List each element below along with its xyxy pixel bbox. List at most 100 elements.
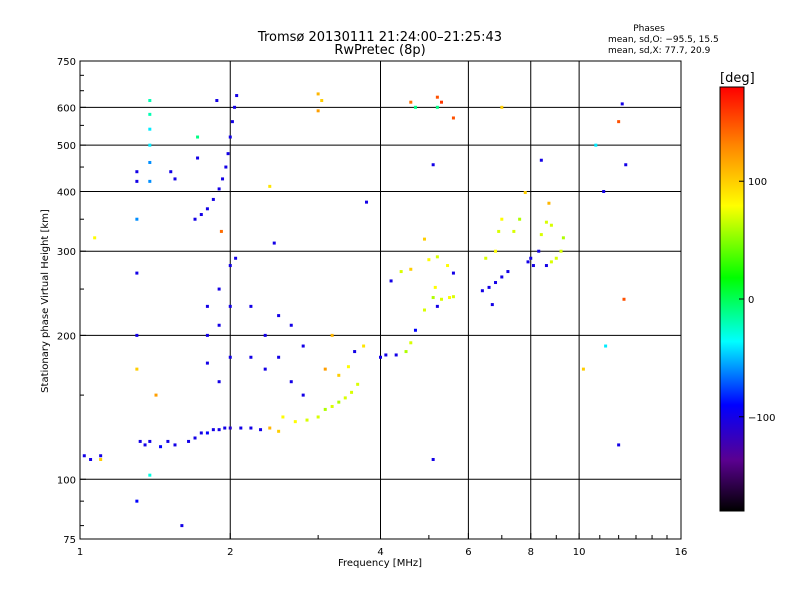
data-point [581,367,585,371]
data-point [330,404,334,408]
data-point [529,256,533,260]
data-point [604,344,608,348]
data-point [263,333,267,337]
data-point [544,264,548,268]
data-point [199,431,203,435]
data-point [187,439,191,443]
data-point [263,367,267,371]
data-point [217,323,221,327]
data-point [205,333,209,337]
data-point [223,426,227,430]
data-point [135,179,139,183]
data-point [82,454,86,458]
data-point [196,156,200,160]
data-point [435,95,439,99]
data-point [346,365,350,369]
data-point [617,120,621,124]
data-point [199,213,203,217]
data-point [394,353,398,357]
x-tick-label: 8 [528,547,534,558]
data-point [451,271,455,275]
data-point [135,170,139,174]
data-point [135,367,139,371]
y-tick-label: 400 [57,187,76,198]
data-point [539,233,543,237]
data-point [135,271,139,275]
data-point [316,109,320,113]
data-point [494,249,498,253]
data-point [293,420,297,424]
data-point [435,105,439,109]
data-point [173,443,177,447]
data-point [148,143,152,147]
data-point [148,439,152,443]
data-point [135,217,139,221]
data-point [337,400,341,404]
data-point [537,249,541,253]
data-point [330,333,334,337]
data-point [350,390,354,394]
data-point [221,177,225,181]
data-point [323,367,327,371]
data-point [235,94,239,98]
data-point [320,99,324,103]
data-point [526,260,530,264]
data-point [506,270,510,274]
y-tick-label: 600 [57,103,76,114]
x-tick-label: 4 [377,547,383,558]
data-point [205,207,209,211]
data-point [224,165,228,169]
data-point [166,439,170,443]
data-point [446,264,450,268]
data-point [173,177,177,181]
data-point [143,443,147,447]
data-point [277,314,281,318]
data-point [490,303,494,307]
data-point [148,473,152,477]
data-point [217,428,221,432]
x-tick-label: 10 [573,547,586,558]
data-point [301,393,305,397]
data-point [169,170,173,174]
colorbar-tick-label: 0 [748,295,754,306]
data-point [205,304,209,308]
data-point [148,160,152,164]
data-point [365,200,369,204]
data-point [226,152,230,156]
data-point [523,191,527,195]
data-point [217,187,221,191]
data-point [559,249,563,253]
data-point [205,431,209,435]
colorbar-tick-label: −100 [748,413,775,424]
data-point [316,415,320,419]
data-point [180,524,184,528]
chart-title: Tromsø 20130111 21:24:00–21:25:43 [257,30,502,45]
data-point [353,350,357,354]
data-point [196,135,200,139]
data-point [233,105,237,109]
y-tick-label: 200 [57,331,76,342]
data-point [544,220,548,224]
data-point [148,179,152,183]
data-point [316,92,320,96]
data-point [159,445,163,449]
x-tick-label: 1 [77,547,83,558]
data-point [448,296,452,300]
data-point [620,102,624,106]
y-tick-label: 300 [57,247,76,258]
data-point [99,457,103,461]
y-tick-label: 750 [57,57,76,68]
data-point [539,158,543,162]
y-tick-label: 500 [57,141,76,152]
data-point [138,439,142,443]
data-point [622,297,626,301]
data-point [215,99,219,103]
data-point [409,341,413,345]
x-tick-label: 6 [465,547,471,558]
data-point [211,197,215,201]
data-point [422,237,426,241]
data-point [268,426,272,430]
x-tick-label: 16 [675,547,688,558]
data-point [379,355,382,359]
